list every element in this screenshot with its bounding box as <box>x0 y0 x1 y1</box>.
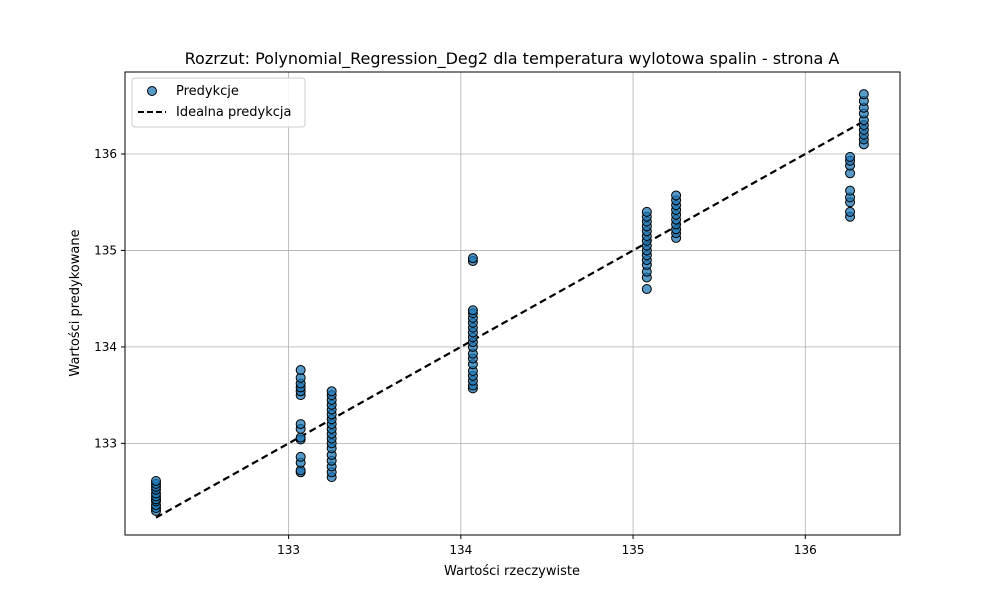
legend-label-ideal: Idealna predykcja <box>176 105 292 120</box>
y-tick-label: 135 <box>94 243 117 257</box>
data-point <box>845 151 856 162</box>
data-point <box>151 475 161 486</box>
x-axis-ticks: 133 134 135 136 <box>277 535 817 557</box>
data-point <box>295 365 306 376</box>
x-tick-label: 136 <box>794 543 817 557</box>
y-axis-ticks: 133 134 135 136 <box>94 147 125 450</box>
data-point <box>295 451 306 462</box>
data-point <box>295 432 306 443</box>
points-layer <box>151 89 869 516</box>
data-point <box>641 284 652 295</box>
legend: Predykcje Idealna predykcja <box>131 77 306 128</box>
data-point <box>845 206 856 217</box>
plot-frame <box>124 71 901 536</box>
data-point <box>295 419 306 430</box>
y-axis-label: Wartości predykowane <box>68 229 83 376</box>
grid <box>125 72 900 535</box>
data-point <box>671 190 682 201</box>
legend-marker-predykcje <box>147 86 157 96</box>
legend-box <box>131 77 306 128</box>
y-tick-label: 136 <box>94 147 117 161</box>
x-tick-label: 134 <box>449 543 472 557</box>
ideal-line-layer <box>155 120 865 519</box>
data-point <box>326 386 337 397</box>
data-point <box>845 185 856 196</box>
data-point <box>467 305 478 316</box>
data-point <box>858 89 869 100</box>
data-point <box>467 253 478 264</box>
legend-label-predykcje: Predykcje <box>176 84 239 99</box>
y-tick-label: 133 <box>94 436 117 450</box>
y-tick-label: 134 <box>94 340 117 354</box>
x-axis-label: Wartości rzeczywiste <box>444 564 580 579</box>
chart-title: Rozrzut: Polynomial_Regression_Deg2 dla … <box>185 49 840 69</box>
data-point <box>641 206 652 217</box>
ideal-prediction-line <box>155 120 865 519</box>
x-tick-label: 135 <box>622 543 645 557</box>
x-tick-label: 133 <box>277 543 300 557</box>
